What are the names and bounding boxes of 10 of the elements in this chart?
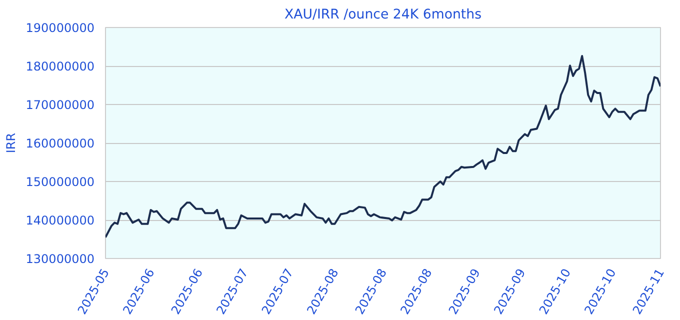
y-axis-title: IRR (4, 132, 18, 154)
chart-title: XAU/IRR /ounce 24K 6months (284, 8, 482, 22)
line-series (106, 54, 660, 238)
y-tick-label: 130000000 (26, 252, 95, 266)
y-tick-label: 180000000 (26, 60, 95, 74)
y-tick-label: 140000000 (26, 214, 95, 228)
y-tick-label: 170000000 (26, 98, 95, 112)
y-tick-label: 190000000 (26, 21, 95, 35)
y-tick-label: 150000000 (26, 175, 95, 189)
y-tick-label: 160000000 (26, 136, 95, 150)
